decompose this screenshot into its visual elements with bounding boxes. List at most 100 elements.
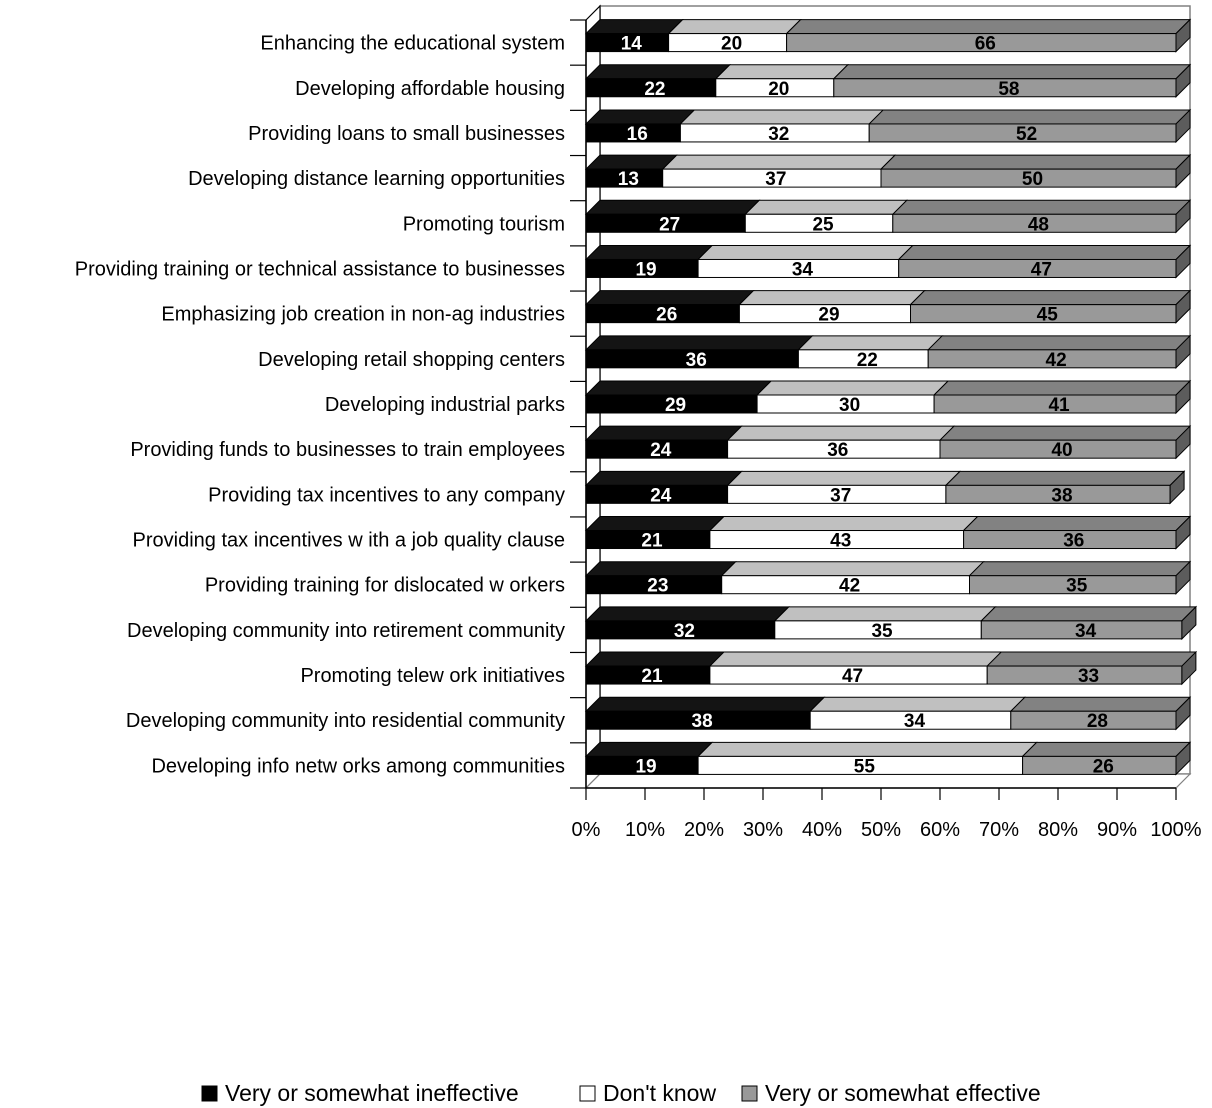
bar-top-face [744,199,909,215]
bar-value-label: 20 [721,34,742,55]
bar-value-label: 21 [641,531,663,552]
bar-top-face [584,696,826,712]
x-tick-label: 20% [684,819,724,841]
bar-value-label: 41 [1048,395,1070,416]
bar-side-face [1175,379,1191,415]
bar-top-face [584,561,737,577]
x-tick-label: 40% [802,819,842,841]
bar-top-face [584,244,714,260]
bar-segment [667,19,802,53]
bar-value-label: 25 [812,214,834,235]
bar-value-label: 58 [998,79,1019,100]
bar-segment [708,651,1003,685]
bar-top-face [944,470,1186,486]
bar-segment [944,470,1186,505]
bars [584,18,1198,776]
bar-segment [584,606,791,640]
bar-top-face [584,516,726,532]
bar-side-face [1169,470,1185,505]
bar-top-face [797,335,944,351]
bar-top-face [968,561,1192,577]
category-label: Providing tax incentives to any company [208,484,565,506]
bar-value-label: 19 [635,259,656,280]
bar-side-face [1181,605,1197,641]
bar-top-face [667,19,802,35]
bar-value-label: 40 [1051,440,1072,461]
bar-top-face [897,244,1192,260]
bar-segment [584,335,814,369]
x-tick-label: 90% [1097,819,1137,841]
bar-top-face [661,154,897,170]
bar-top-face [909,290,1192,306]
legend-label: Very or somewhat effective [765,1080,1041,1106]
category-label: Developing industrial parks [325,394,565,416]
bar-value-label: 29 [818,305,839,326]
x-tick-label: 80% [1038,819,1078,841]
bar-value-label: 48 [1028,214,1049,235]
bar-value-label: 35 [871,621,893,642]
x-tick-label: 60% [920,819,960,841]
bar-top-face [1009,696,1192,712]
bar-value-label: 30 [839,395,860,416]
bar-side-face [1175,741,1191,776]
bar-top-face [726,425,956,441]
category-label: Enhancing the educational system [260,33,565,55]
labels: 14 20 66 Enhancing the educational system 22… [75,33,1114,778]
bar-value-label: 37 [765,169,786,190]
bar-segment [744,199,909,233]
bar-side-face [1175,63,1191,98]
bar-value-label: 34 [792,259,814,280]
bar-segment [962,515,1192,550]
bar-segment [985,650,1198,686]
bar-segment [584,470,743,504]
bar-side-face [1175,244,1191,279]
bar-value-label: 38 [1051,485,1072,506]
bar-segment [755,380,950,414]
bar-segment [714,64,850,98]
bar-side-face [1175,424,1191,460]
bar-segment [696,244,914,278]
bar-segment [832,63,1192,98]
bar-value-label: 20 [768,79,789,100]
bar-value-label: 37 [830,485,851,506]
bar-segment [867,108,1192,144]
bar-top-face [867,109,1192,125]
bar-segment [785,18,1192,53]
x-tick-label: 50% [861,819,901,841]
bar-segment [584,561,737,595]
category-label: Developing info netw orks among communit… [151,755,565,777]
legend-swatch [201,1085,218,1102]
bar-top-face [584,651,726,667]
category-label: Developing distance learning opportuniti… [188,168,565,190]
bar-segment [679,109,885,143]
category-label: Promoting telew ork initiatives [300,665,565,687]
bar-top-face [584,380,773,396]
bar-top-face [584,64,732,80]
bar-side-face [1175,334,1191,370]
bar-top-face [1021,741,1192,757]
bar-top-face [584,154,678,170]
bar-segment [879,153,1192,189]
bar-segment [661,154,897,188]
bar-value-label: 34 [1075,621,1097,642]
legend-swatch [579,1085,596,1102]
bar-value-label: 47 [1031,259,1052,280]
bar-top-face [773,606,997,622]
bar-segment [1021,741,1192,776]
bar-top-face [832,64,1192,80]
axes: 0% 10% 20% 30% 40% 50% 60% 70% 80% 90% 100% [570,19,1202,841]
bar-value-label: 42 [1046,350,1067,371]
bar-top-face [584,470,743,486]
bar-value-label: 66 [975,34,996,55]
bar-side-face [1175,153,1191,189]
bar-top-face [584,425,743,441]
legend-label: Very or somewhat ineffective [225,1080,519,1106]
bar-value-label: 24 [650,485,672,506]
bar-segment [897,244,1192,279]
bar-value-label: 24 [650,440,672,461]
bar-top-face [926,335,1192,351]
bar-top-face [708,516,979,532]
bar-value-label: 52 [1016,124,1037,145]
category-label: Providing funds to businesses to train e… [130,439,565,461]
